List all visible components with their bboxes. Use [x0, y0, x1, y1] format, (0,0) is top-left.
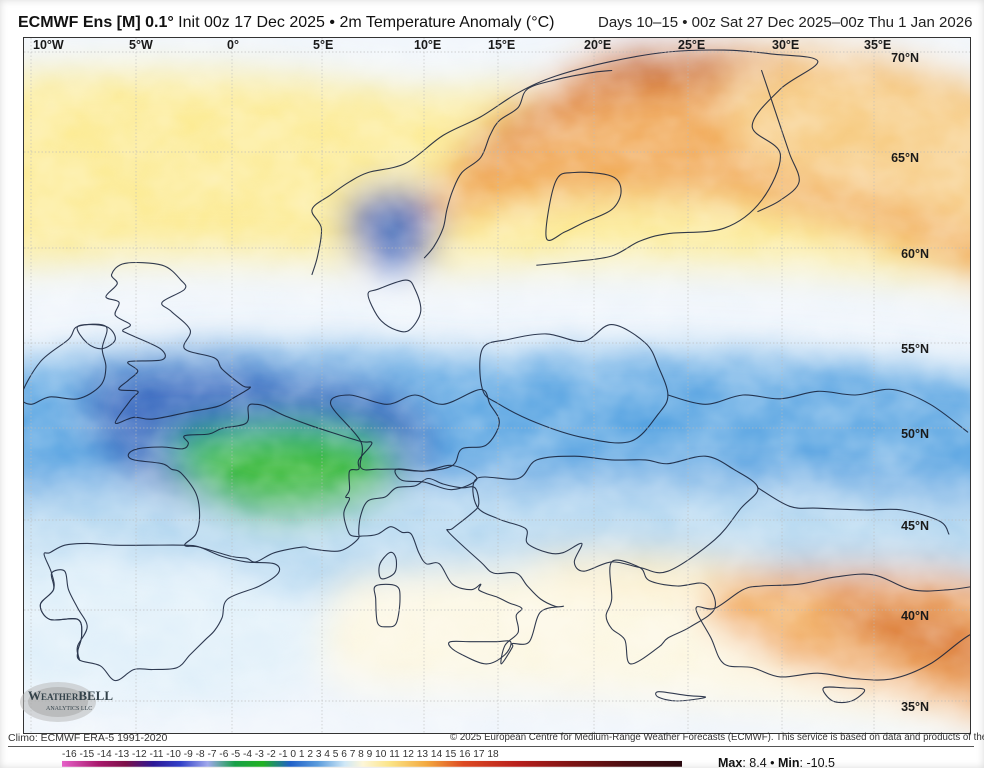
svg-text:55°N: 55°N: [901, 342, 929, 356]
svg-text:10°E: 10°E: [414, 38, 441, 52]
svg-text:35°E: 35°E: [864, 38, 891, 52]
svg-text:ANALYTICS LLC: ANALYTICS LLC: [46, 706, 92, 712]
svg-text:35°N: 35°N: [901, 700, 929, 714]
svg-text:-16 -15 -14 -13 -12 -11 -10 -9: -16 -15 -14 -13 -12 -11 -10 -9 -8 -7 -6 …: [62, 749, 499, 760]
svg-text:70°N: 70°N: [891, 51, 919, 65]
svg-text:10°W: 10°W: [33, 38, 64, 52]
svg-text:65°N: 65°N: [891, 151, 919, 165]
svg-text:40°N: 40°N: [901, 609, 929, 623]
svg-text:30°E: 30°E: [772, 38, 799, 52]
svg-text:15°E: 15°E: [488, 38, 515, 52]
svg-text:5°W: 5°W: [129, 38, 153, 52]
svg-text:60°N: 60°N: [901, 247, 929, 261]
svg-text:20°E: 20°E: [584, 38, 611, 52]
svg-text:25°E: 25°E: [678, 38, 705, 52]
svg-text:0°: 0°: [227, 38, 239, 52]
svg-text:45°N: 45°N: [901, 519, 929, 533]
svg-text:50°N: 50°N: [901, 427, 929, 441]
svg-text:5°E: 5°E: [313, 38, 333, 52]
